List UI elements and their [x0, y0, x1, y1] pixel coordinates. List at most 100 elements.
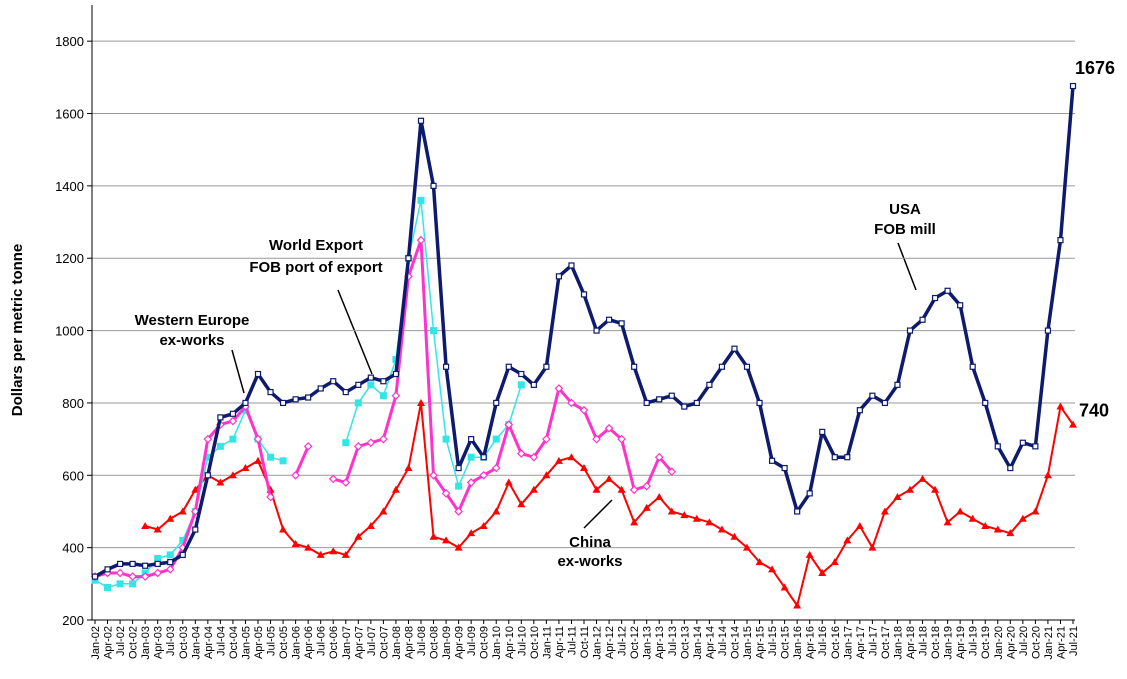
marker [655, 493, 664, 500]
x-tick-label: Oct-07 [378, 626, 390, 659]
marker [554, 456, 563, 464]
marker [165, 565, 175, 574]
x-tick-label: Oct-13 [679, 626, 691, 659]
x-tick-label: Jan-18 [892, 626, 904, 660]
marker [993, 525, 1002, 533]
marker [631, 363, 638, 370]
x-tick-label: Apr-04 [203, 626, 215, 659]
marker [554, 384, 564, 393]
marker [279, 525, 288, 533]
marker [756, 399, 763, 407]
marker [455, 482, 463, 490]
x-tick-label: Apr-11 [554, 626, 566, 658]
marker [1007, 464, 1014, 472]
marker [430, 327, 438, 335]
marker [353, 442, 363, 451]
marker [805, 550, 814, 558]
marker [292, 396, 299, 403]
marker [529, 485, 538, 493]
x-tick-label: Jul-17 [867, 626, 879, 656]
y-tick-label: 200 [62, 613, 84, 628]
marker [605, 316, 613, 323]
annotation: China [569, 534, 611, 551]
marker [429, 470, 438, 480]
marker [179, 551, 186, 558]
marker [794, 508, 801, 515]
marker [605, 474, 614, 482]
marker [730, 532, 739, 540]
x-tick-label: Jan-12 [592, 626, 604, 660]
marker [291, 470, 300, 480]
x-tick-label: Jan-19 [943, 626, 955, 660]
marker [568, 262, 575, 269]
x-tick-label: Apr-08 [403, 626, 415, 659]
marker [555, 273, 563, 280]
marker [379, 392, 387, 400]
x-tick-label: Jan-16 [792, 626, 804, 660]
marker [567, 453, 576, 461]
marker [718, 363, 726, 370]
x-tick-label: Oct-09 [479, 626, 491, 659]
marker [204, 453, 212, 461]
marker [380, 378, 387, 385]
marker [1069, 82, 1077, 90]
marker [957, 302, 964, 309]
x-tick-label: Jan-04 [190, 626, 202, 660]
marker [279, 399, 287, 407]
x-tick-label: Jan-10 [491, 626, 503, 660]
marker [768, 457, 776, 464]
marker [492, 507, 501, 515]
x-tick-label: Oct-12 [629, 626, 641, 659]
x-tick-label: Jul-12 [617, 626, 629, 656]
end-label: 740 [1079, 401, 1109, 421]
marker [328, 474, 338, 484]
marker [768, 565, 777, 573]
marker [868, 543, 877, 551]
marker [692, 514, 701, 522]
y-tick-label: 1200 [55, 251, 84, 266]
x-tick-label: Jul-20 [1018, 626, 1030, 656]
marker [1043, 471, 1052, 479]
marker [680, 511, 689, 519]
marker [142, 562, 149, 569]
x-tick-label: Jul-15 [767, 626, 779, 656]
marker [178, 507, 187, 515]
marker [304, 543, 313, 551]
marker [417, 398, 425, 406]
marker [228, 471, 237, 479]
x-tick-label: Apr-13 [654, 626, 666, 659]
x-tick-label: Apr-18 [905, 626, 917, 659]
y-tick-label: 1000 [55, 324, 84, 339]
x-tick-label: Apr-06 [303, 626, 315, 659]
marker [441, 489, 451, 498]
x-tick-label: Apr-19 [955, 626, 967, 659]
marker [404, 464, 413, 472]
x-tick-label: Apr-07 [353, 626, 365, 659]
x-tick-label: Oct-05 [278, 626, 290, 659]
x-tick-label: Oct-19 [980, 626, 992, 659]
x-tick-label: Oct-17 [880, 626, 892, 659]
marker [379, 434, 388, 444]
marker [192, 526, 199, 533]
arrow [337, 289, 373, 375]
annotation: World Export [269, 237, 363, 254]
x-tick-label: Oct-08 [429, 626, 441, 659]
x-tick-label: Jul-03 [165, 626, 177, 656]
marker [279, 457, 287, 465]
marker [379, 507, 388, 515]
marker [806, 490, 813, 497]
marker [642, 503, 651, 511]
marker [542, 471, 551, 479]
marker [642, 481, 652, 491]
marker [518, 370, 525, 378]
marker [630, 518, 639, 526]
series-line [144, 401, 1074, 607]
marker [254, 456, 262, 464]
x-tick-label: Jan-11 [541, 626, 553, 659]
marker [166, 551, 174, 559]
x-tick-label: Oct-18 [930, 626, 942, 659]
marker [229, 410, 237, 417]
marker [969, 363, 976, 370]
marker [267, 453, 275, 461]
